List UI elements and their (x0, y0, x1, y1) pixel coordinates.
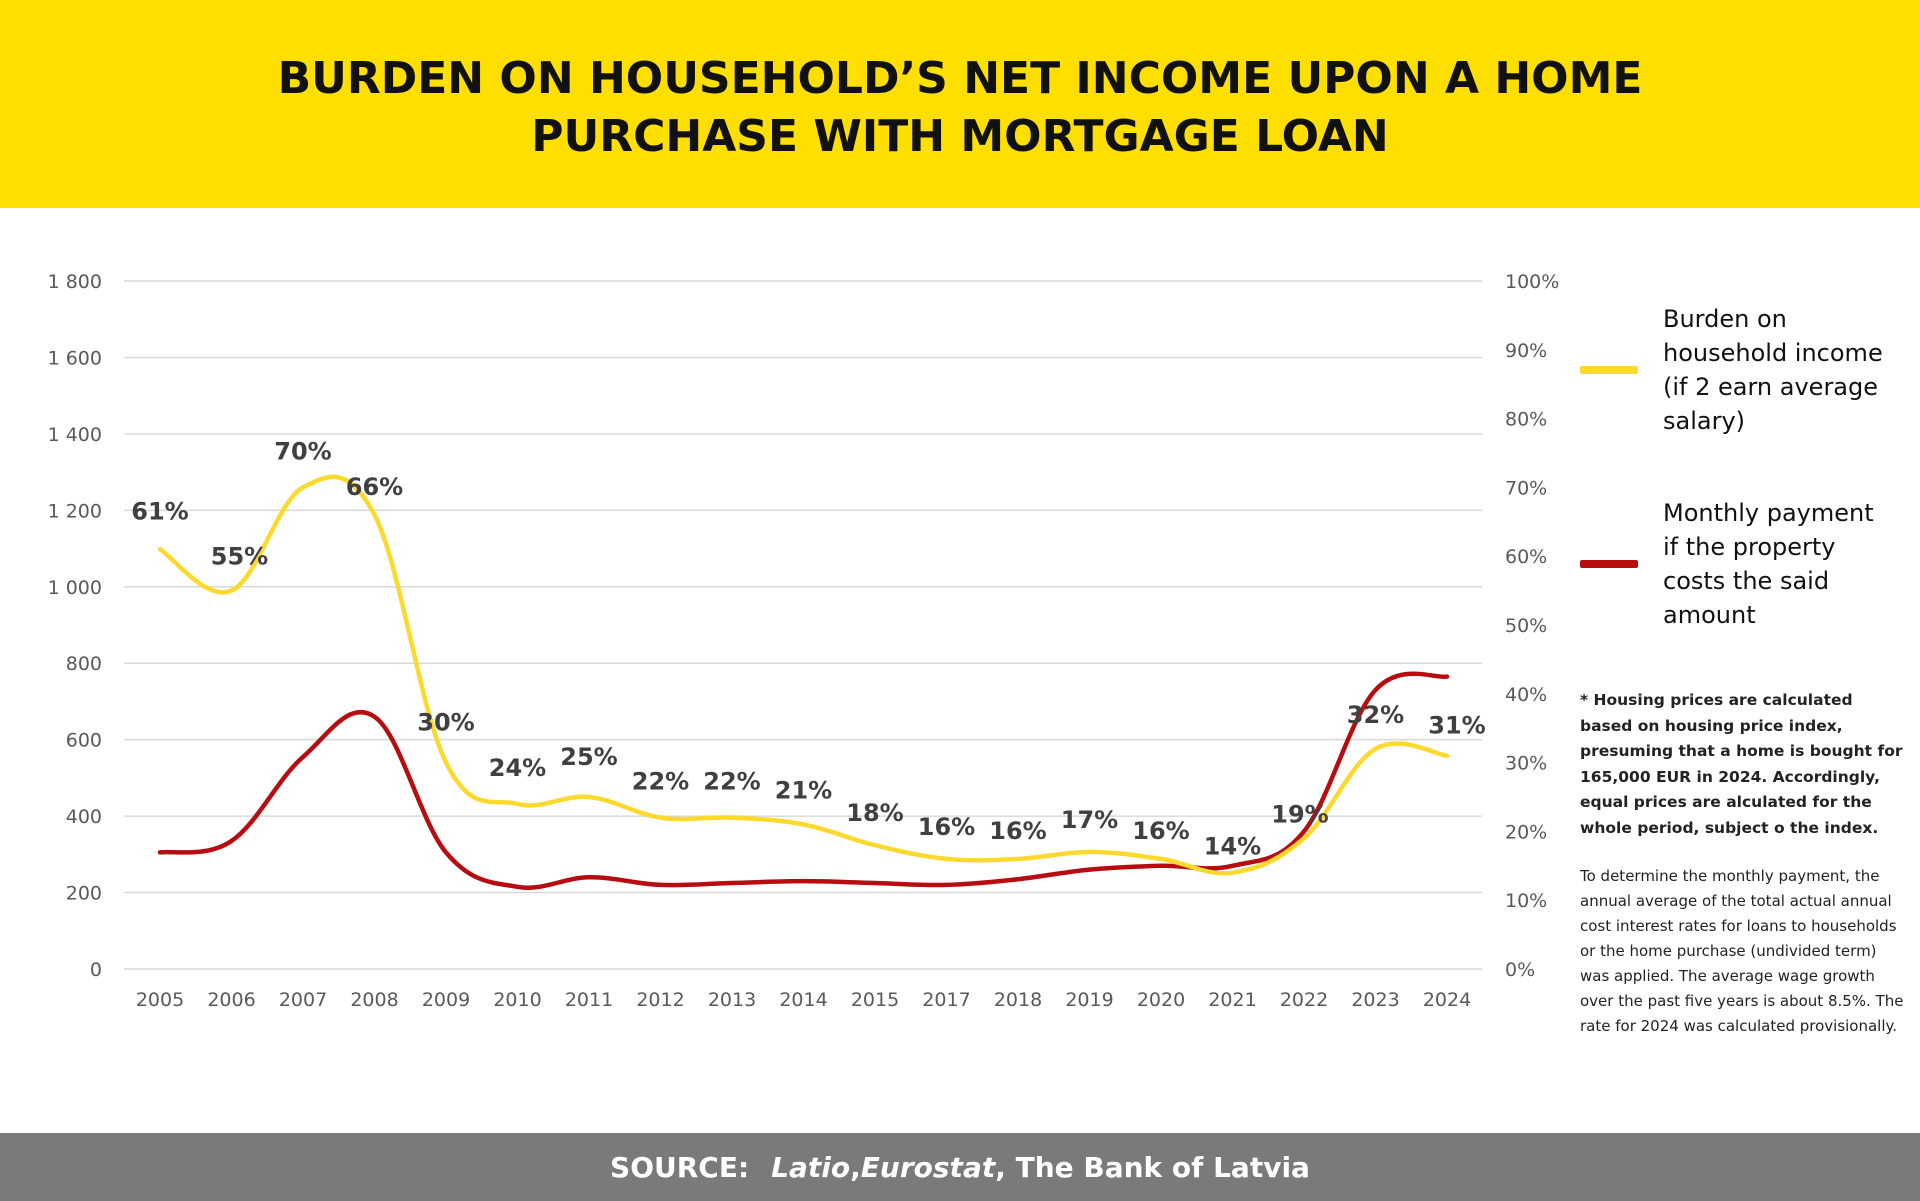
right-tick-label: 60% (1505, 546, 1547, 568)
data-label: 14% (1204, 833, 1261, 861)
x-axis-ticks: 2005 2006 2007 2008 2009 2010 2011 2012 2013 2014… (136, 989, 1471, 1011)
right-tick-label: 90% (1505, 340, 1547, 362)
x-tick-label: 2010 (493, 989, 541, 1011)
source-label: SOURCE: (610, 1150, 750, 1184)
right-tick-label: 50% (1505, 615, 1547, 637)
title-line-1: BURDEN ON HOUSEHOLD’S NET INCOME UPON A … (277, 53, 1643, 104)
data-label: 17% (1061, 806, 1118, 834)
x-tick-label: 2005 (136, 989, 184, 1011)
left-tick-label: 200 (66, 883, 102, 905)
data-label: 16% (989, 817, 1046, 845)
legend-item-payment: Monthly payment if the property costs th… (1580, 496, 1893, 632)
header-banner: BURDEN ON HOUSEHOLD’S NET INCOME UPON A … (0, 0, 1920, 208)
x-tick-label: 2006 (207, 989, 255, 1011)
line-chart: 0 200 400 600 800 1 000 1 200 1 400 1 600 1 800 0… (48, 271, 1560, 1011)
right-tick-label: 10% (1505, 890, 1547, 912)
left-tick-label: 800 (66, 653, 102, 675)
source-latio: Latio (771, 1150, 851, 1184)
x-tick-label: 2018 (994, 989, 1042, 1011)
right-tick-label: 100% (1505, 271, 1559, 293)
legend-label-payment: Monthly payment if the property costs th… (1663, 499, 1874, 629)
left-tick-label: 0 (90, 959, 102, 981)
burden-series-line (157, 474, 1450, 876)
legend-swatch-burden (1580, 366, 1638, 374)
payment-series-line (157, 671, 1450, 890)
x-tick-label: 2013 (708, 989, 756, 1011)
grid-lines (124, 280, 1482, 970)
left-tick-label: 1 200 (48, 500, 102, 522)
source-bank: , The Bank of Latvia (995, 1150, 1310, 1184)
x-tick-label: 2017 (922, 989, 970, 1011)
right-tick-label: 20% (1505, 821, 1547, 843)
left-tick-label: 1 000 (48, 577, 102, 599)
data-label: 19% (1271, 800, 1328, 828)
right-tick-label: 0% (1505, 959, 1535, 981)
data-label: 22% (703, 768, 760, 796)
right-tick-label: 40% (1505, 684, 1547, 706)
x-tick-label: 2019 (1065, 989, 1113, 1011)
data-label: 61% (131, 497, 188, 525)
data-label: 16% (918, 813, 975, 841)
x-tick-label: 2023 (1351, 989, 1399, 1011)
data-label: 22% (632, 768, 689, 796)
monthly-payment-note: To determine the monthly payment, the an… (1580, 867, 1904, 1035)
right-axis-ticks: 0% 10% 20% 30% 40% 50% 60% 70% 80% 90% 100% (1505, 271, 1559, 981)
x-tick-label: 2009 (422, 989, 470, 1011)
left-tick-label: 1 800 (48, 271, 102, 293)
left-tick-label: 1 600 (48, 347, 102, 369)
legend-item-burden: Burden on household income (if 2 earn av… (1580, 302, 1893, 438)
data-label: 70% (274, 437, 331, 465)
x-tick-label: 2022 (1280, 989, 1328, 1011)
x-tick-label: 2012 (636, 989, 684, 1011)
x-tick-label: 2008 (350, 989, 398, 1011)
left-axis-ticks: 0 200 400 600 800 1 000 1 200 1 400 1 600 1 800 (48, 271, 102, 981)
source-separator: , (850, 1150, 861, 1184)
left-tick-label: 400 (66, 806, 102, 828)
left-tick-label: 600 (66, 730, 102, 752)
legend-swatch-payment (1580, 560, 1638, 568)
x-tick-label: 2011 (565, 989, 613, 1011)
data-label: 31% (1428, 712, 1485, 740)
data-label: 30% (417, 709, 474, 737)
data-label: 25% (560, 743, 617, 771)
data-label: 18% (846, 799, 903, 827)
source-eurostat: Eurostat (860, 1150, 996, 1184)
x-tick-label: 2021 (1208, 989, 1256, 1011)
data-label: 55% (211, 543, 268, 571)
legend-label-burden: Burden on household income (if 2 earn av… (1663, 305, 1883, 435)
data-label: 24% (489, 754, 546, 782)
x-tick-label: 2024 (1423, 989, 1471, 1011)
data-label: 66% (346, 473, 403, 501)
x-tick-label: 2015 (851, 989, 899, 1011)
x-tick-label: 2020 (1137, 989, 1185, 1011)
data-label: 16% (1132, 817, 1189, 845)
source-footer: SOURCE: Latio, Eurostat, The Bank of Lat… (0, 1133, 1920, 1201)
x-tick-label: 2007 (279, 989, 327, 1011)
series-lines (157, 474, 1450, 890)
chart-title: BURDEN ON HOUSEHOLD’S NET INCOME UPON A … (0, 50, 1920, 166)
right-tick-label: 80% (1505, 409, 1547, 431)
left-tick-label: 1 400 (48, 424, 102, 446)
data-label: 32% (1347, 701, 1404, 729)
data-labels: 61% 55% 70% 66% 30% 24% 25% 22% 22% 21% 18% 16% 16% 1… (131, 437, 1485, 860)
title-line-2: PURCHASE WITH MORTGAGE LOAN (531, 111, 1389, 162)
data-label: 21% (775, 777, 832, 805)
housing-price-note: * Housing prices are calculated based on… (1580, 691, 1903, 837)
x-tick-label: 2014 (779, 989, 827, 1011)
right-tick-label: 30% (1505, 753, 1547, 775)
right-tick-label: 70% (1505, 477, 1547, 499)
